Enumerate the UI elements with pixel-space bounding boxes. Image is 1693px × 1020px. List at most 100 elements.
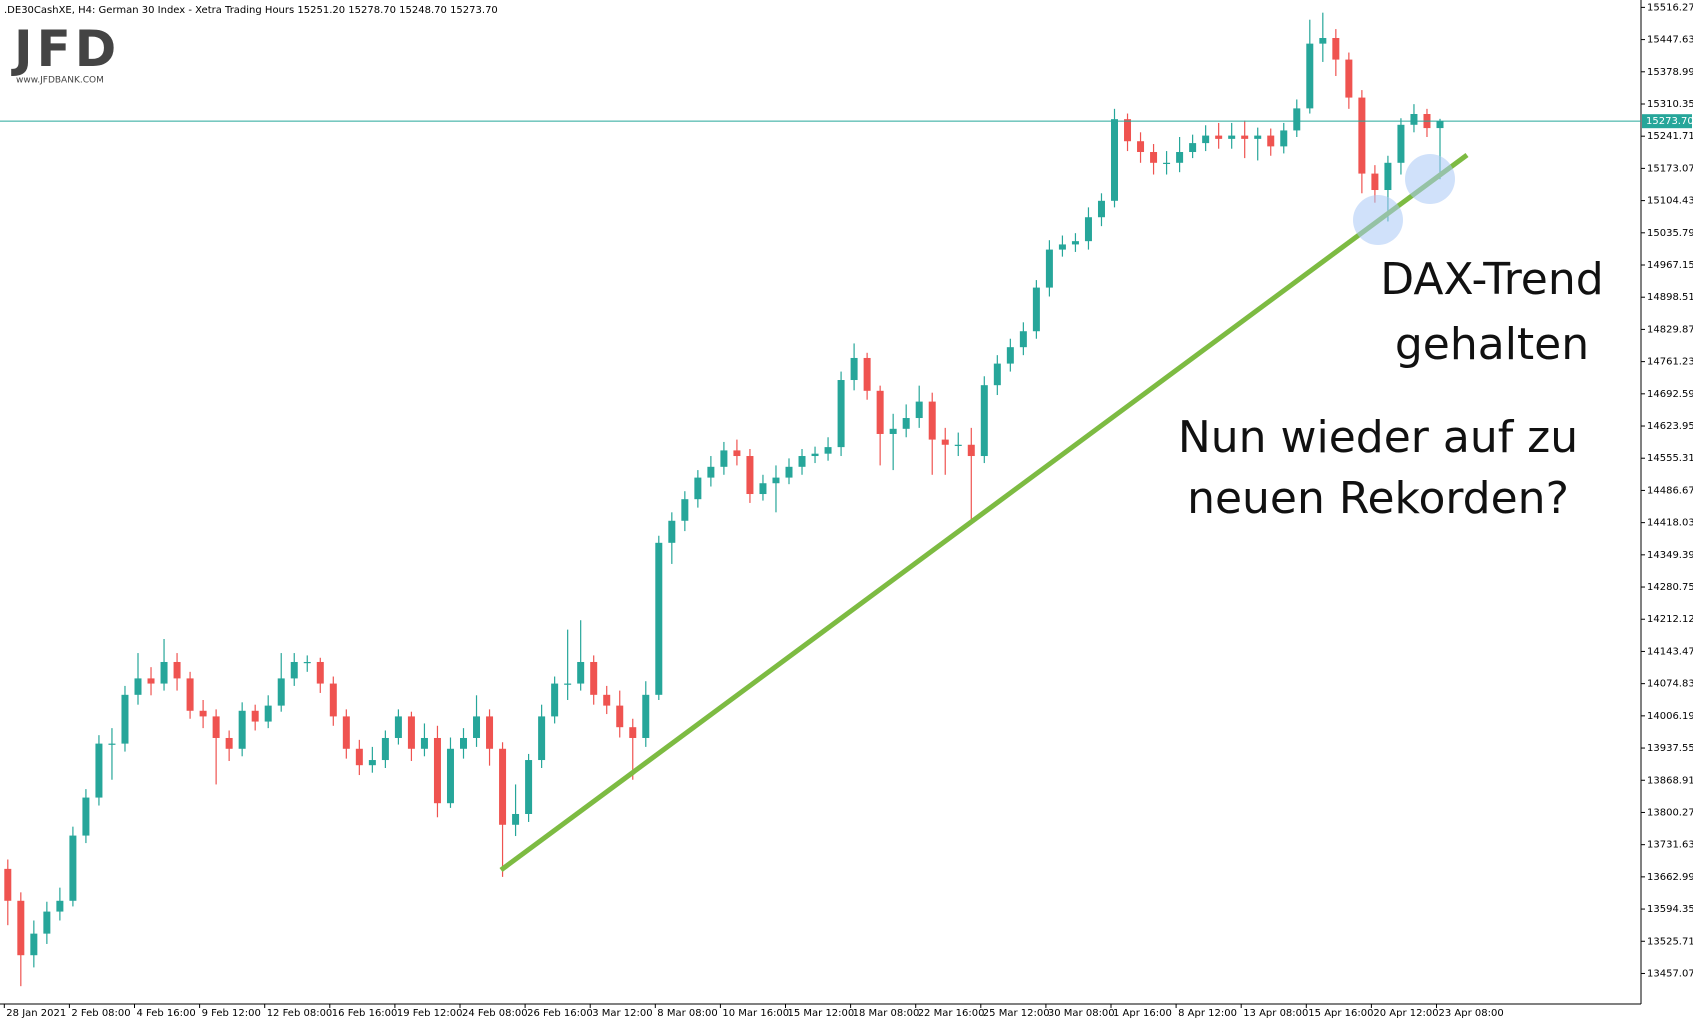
- x-tick-label: 26 Feb 16:00: [527, 1008, 593, 1019]
- x-tick-label: 22 Mar 16:00: [918, 1008, 985, 1019]
- y-tick-label: 13800.27: [1647, 807, 1693, 818]
- x-tick-label: 4 Feb 16:00: [137, 1008, 196, 1019]
- candle-body: [564, 683, 572, 685]
- chart-title: .DE30CashXE, H4: German 30 Index - Xetra…: [4, 5, 498, 16]
- candle-body: [798, 456, 806, 467]
- candle-body: [681, 499, 689, 521]
- candle-body: [473, 716, 481, 738]
- candle-body: [1267, 135, 1275, 147]
- candle-body: [941, 439, 949, 445]
- current-price-box: [1642, 114, 1692, 129]
- candle-body: [186, 678, 194, 711]
- y-tick-label: 14418.03: [1647, 518, 1693, 529]
- x-tick-label: 19 Feb 12:00: [397, 1008, 463, 1019]
- candle-body: [746, 456, 754, 495]
- x-tick-label: 20 Apr 12:00: [1373, 1008, 1438, 1019]
- candle-body: [394, 716, 402, 738]
- candle-body: [446, 748, 454, 804]
- candle-body: [329, 683, 337, 717]
- x-tick-label: 15 Apr 16:00: [1308, 1008, 1373, 1019]
- x-tick-label: 23 Apr 08:00: [1439, 1008, 1504, 1019]
- candle-body: [238, 710, 246, 749]
- candle-body: [1228, 135, 1236, 139]
- y-tick-label: 14280.75: [1647, 582, 1693, 593]
- candle-body: [824, 447, 832, 454]
- highlight-circle: [1353, 195, 1403, 245]
- candle-body: [1045, 249, 1053, 288]
- current-price-label: 15273.70: [1646, 116, 1693, 127]
- candle-body: [538, 716, 546, 761]
- y-tick-label: 15516.27: [1647, 2, 1693, 13]
- candle-body: [512, 813, 520, 825]
- candle-body: [1371, 173, 1379, 191]
- candle-body: [199, 710, 207, 717]
- candle-body: [108, 743, 116, 745]
- candle-body: [629, 727, 637, 738]
- candle-body: [1163, 162, 1171, 164]
- candle-body: [707, 466, 715, 478]
- candle-body: [1319, 38, 1327, 44]
- x-tick-label: 3 Mar 12:00: [592, 1008, 652, 1019]
- candle-body: [1306, 43, 1314, 109]
- x-tick-label: 30 Mar 08:00: [1048, 1008, 1115, 1019]
- candle-body: [316, 661, 324, 684]
- candle-body: [355, 748, 363, 766]
- candle-body: [1384, 162, 1392, 191]
- x-tick-label: 15 Mar 12:00: [788, 1008, 855, 1019]
- candle-body: [1202, 135, 1210, 144]
- candle-body: [1280, 130, 1288, 147]
- candle-body: [902, 418, 910, 429]
- annotation: neuen Rekorden?: [1187, 473, 1569, 524]
- candle-body: [30, 933, 38, 956]
- y-tick-label: 14212.12: [1647, 614, 1693, 625]
- candle-body: [1032, 287, 1040, 332]
- y-tick-label: 15035.79: [1647, 228, 1693, 239]
- y-tick-label: 14006.19: [1647, 711, 1693, 722]
- candle-body: [1150, 152, 1158, 163]
- candle-body: [69, 835, 77, 901]
- candle-body: [603, 694, 611, 706]
- y-tick-label: 14486.67: [1647, 485, 1693, 496]
- candle-body: [212, 716, 220, 738]
- trend-line: [499, 152, 1469, 873]
- y-tick-label: 15173.07: [1647, 163, 1693, 174]
- candle-body: [733, 450, 741, 457]
- candle-body: [1410, 114, 1418, 125]
- candle-body: [303, 661, 311, 664]
- candle-body: [876, 390, 884, 434]
- candle-body: [967, 444, 975, 457]
- candle-body: [954, 444, 962, 446]
- candle-body: [1436, 121, 1444, 129]
- candle-body: [551, 683, 559, 717]
- candle-body: [772, 477, 780, 484]
- x-tick-label: 25 Mar 12:00: [983, 1008, 1050, 1019]
- candle-body: [1019, 331, 1027, 348]
- x-tick-label: 12 Feb 08:00: [267, 1008, 333, 1019]
- candle-body: [1241, 135, 1249, 139]
- candle-body: [1111, 119, 1118, 201]
- y-tick-label: 14349.39: [1647, 550, 1693, 561]
- x-tick-label: 16 Feb 16:00: [332, 1008, 398, 1019]
- x-tick-label: 18 Mar 08:00: [853, 1008, 920, 1019]
- candle-body: [264, 705, 272, 722]
- x-tick-label: 2 Feb 08:00: [71, 1008, 130, 1019]
- plot-area: [4, 12, 1444, 987]
- candle-body: [863, 357, 871, 391]
- candle-body: [420, 737, 428, 749]
- candle-body: [433, 737, 441, 804]
- candle-body: [1137, 141, 1145, 153]
- y-tick-label: 13525.71: [1647, 936, 1693, 947]
- candle-body: [56, 900, 64, 912]
- candle-body: [889, 428, 897, 434]
- y-tick-label: 14967.15: [1647, 260, 1693, 271]
- candle-body: [1071, 241, 1079, 245]
- candle-body: [1345, 59, 1353, 98]
- annotation: Nun wieder auf zu: [1178, 412, 1578, 463]
- candle-body: [1006, 347, 1014, 364]
- y-tick-label: 15378.99: [1647, 67, 1693, 78]
- candle-body: [668, 520, 676, 543]
- y-tick-label: 13937.55: [1647, 743, 1693, 754]
- candle-body: [95, 743, 103, 798]
- highlight-circle: [1405, 154, 1455, 204]
- y-tick-label: 15310.35: [1647, 99, 1693, 110]
